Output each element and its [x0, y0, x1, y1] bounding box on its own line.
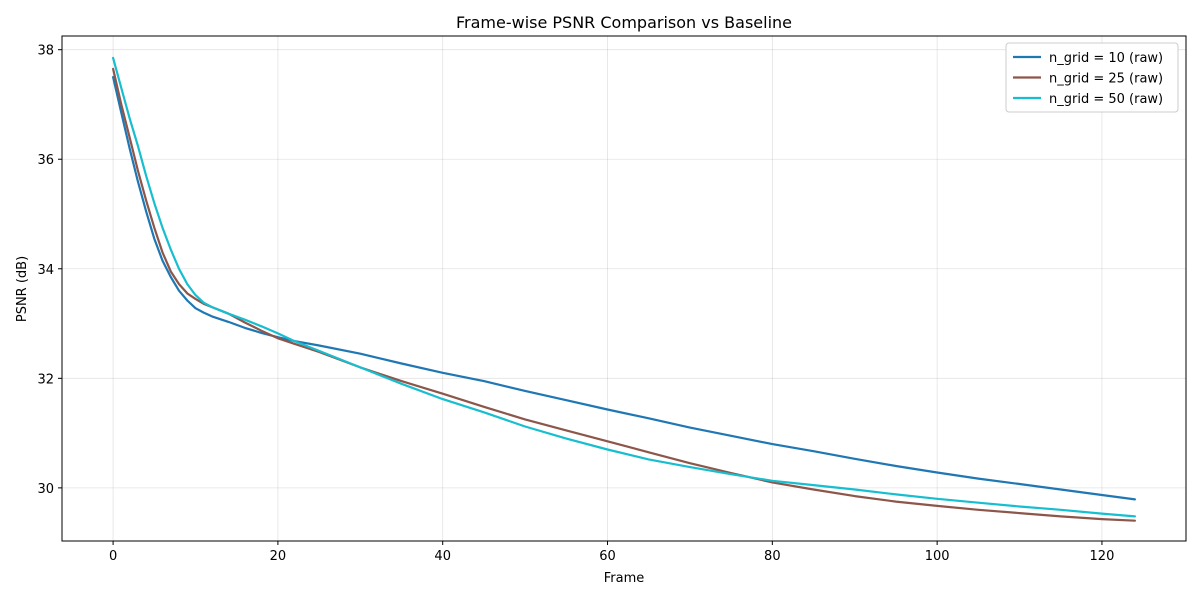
y-tick-label: 32	[37, 372, 54, 387]
x-tick-label: 80	[764, 549, 781, 564]
legend: n_grid = 10 (raw) n_grid = 25 (raw) n_grid…	[1005, 42, 1179, 113]
y-tick-label: 36	[37, 153, 54, 168]
chart-title: Frame-wise PSNR Comparison vs Baseline	[456, 13, 792, 32]
x-tick-label: 40	[434, 549, 451, 564]
legend-label-3: n_grid = 50 (raw)	[1049, 92, 1163, 107]
y-axis-label: PSNR (dB)	[15, 256, 30, 322]
ticks-layer: 0 20 40 60 80 100 120 30 32 34 36 38	[37, 44, 1114, 564]
x-tick-label: 0	[109, 549, 117, 564]
y-tick-label: 38	[37, 44, 54, 59]
series-line-1	[111, 75, 1137, 501]
x-tick-label: 60	[599, 549, 616, 564]
x-tick-label: 20	[270, 549, 287, 564]
grid-layer	[62, 36, 1186, 541]
series-line-3	[111, 56, 1137, 518]
series-layer	[111, 56, 1137, 522]
legend-label-2: n_grid = 25 (raw)	[1049, 72, 1163, 87]
legend-box	[1005, 42, 1179, 113]
x-tick-label: 100	[925, 549, 950, 564]
x-tick-label: 120	[1090, 549, 1115, 564]
y-tick-label: 34	[37, 263, 54, 278]
plot-frame	[61, 35, 1187, 542]
x-axis-label: Frame	[604, 571, 645, 586]
legend-label-1: n_grid = 10 (raw)	[1049, 51, 1163, 66]
y-tick-label: 30	[37, 482, 54, 497]
